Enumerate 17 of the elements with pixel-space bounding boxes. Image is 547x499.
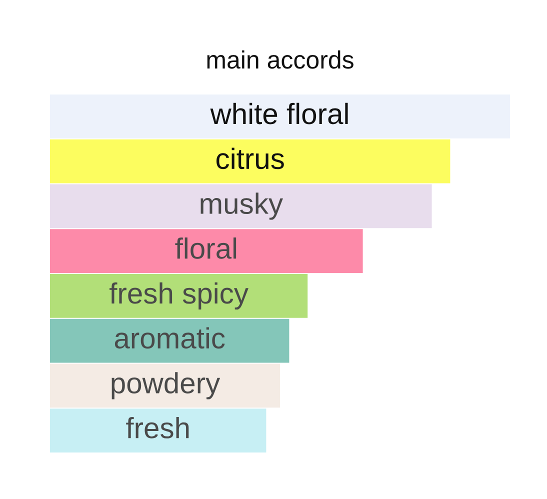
y-tick-label: powdery bbox=[112, 372, 220, 400]
y-tick-label: fresh spicy bbox=[110, 282, 248, 310]
y-tick-label: aromatic bbox=[114, 327, 225, 349]
y-tick-label: white floral bbox=[210, 102, 348, 124]
bar bbox=[50, 274, 308, 318]
bar bbox=[50, 94, 510, 138]
bar bbox=[50, 229, 363, 274]
bar bbox=[50, 364, 280, 408]
bar bbox=[50, 318, 290, 363]
y-tick-label: fresh bbox=[126, 416, 189, 438]
y-tick-label: musky bbox=[200, 192, 283, 220]
bar bbox=[50, 184, 432, 228]
y-tick-label: floral bbox=[175, 237, 236, 259]
bar bbox=[50, 139, 450, 184]
chart-title: main accords bbox=[207, 50, 354, 69]
y-tick-label: citrus bbox=[216, 148, 284, 170]
bar bbox=[50, 408, 266, 453]
